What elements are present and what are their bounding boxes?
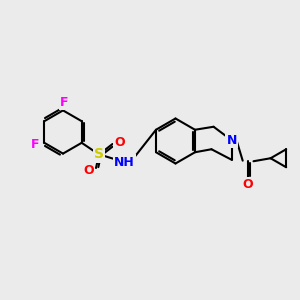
Text: F: F	[30, 138, 39, 151]
Text: O: O	[83, 164, 94, 178]
Text: N: N	[226, 134, 237, 147]
Text: F: F	[60, 95, 69, 109]
Text: O: O	[243, 178, 254, 191]
Text: NH: NH	[114, 155, 135, 169]
Text: O: O	[115, 136, 125, 149]
Text: S: S	[94, 148, 104, 161]
